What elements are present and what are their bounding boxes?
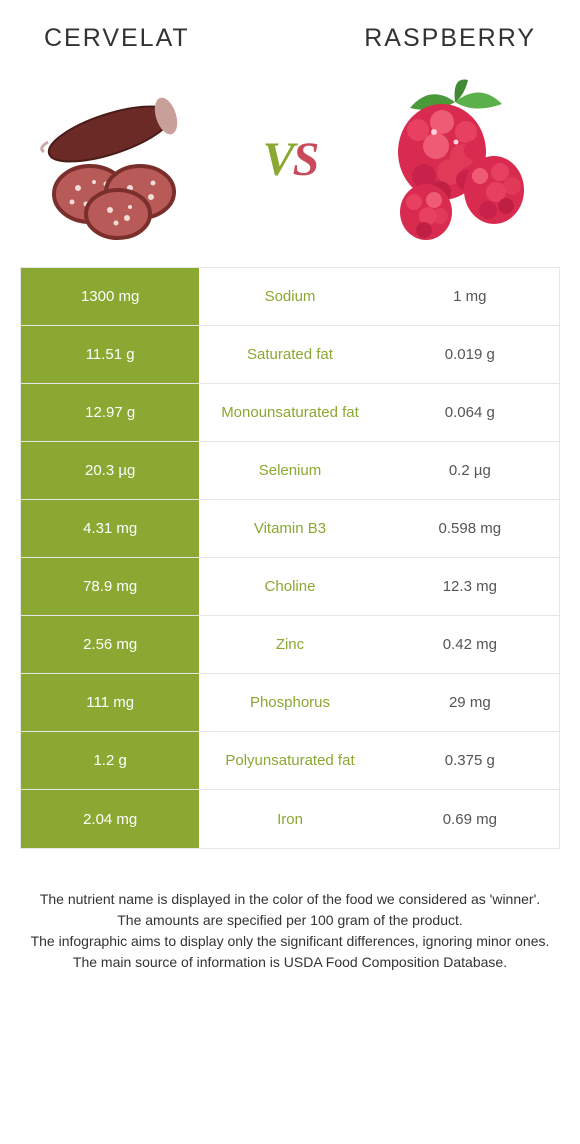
footnote-line: The infographic aims to display only the… (30, 931, 550, 952)
left-value: 4.31 mg (21, 500, 200, 557)
raspberry-image (370, 74, 540, 244)
table-row: 111 mgPhosphorus29 mg (21, 674, 559, 732)
left-value: 11.51 g (21, 326, 200, 383)
left-value: 2.04 mg (21, 790, 200, 848)
right-value: 1 mg (380, 268, 559, 325)
footnotes: The nutrient name is displayed in the co… (30, 889, 550, 973)
table-row: 2.04 mgIron0.69 mg (21, 790, 559, 848)
header: CERVELAT RASPBERRY (0, 0, 580, 63)
left-value: 78.9 mg (21, 558, 200, 615)
right-value: 0.598 mg (380, 500, 559, 557)
right-food-title: RASPBERRY (364, 24, 536, 53)
vs-v: V (263, 133, 293, 186)
cervelat-image (40, 74, 210, 244)
images-row: VS (0, 63, 580, 267)
table-row: 1300 mgSodium1 mg (21, 268, 559, 326)
table-row: 1.2 gPolyunsaturated fat0.375 g (21, 732, 559, 790)
table-row: 78.9 mgCholine12.3 mg (21, 558, 559, 616)
left-value: 1.2 g (21, 732, 200, 789)
right-value: 0.019 g (380, 326, 559, 383)
nutrient-label: Saturated fat (200, 326, 379, 383)
footnote-line: The amounts are specified per 100 gram o… (30, 910, 550, 931)
table-row: 20.3 µgSelenium0.2 µg (21, 442, 559, 500)
right-value: 29 mg (380, 674, 559, 731)
right-value: 0.375 g (380, 732, 559, 789)
left-value: 111 mg (21, 674, 200, 731)
nutrient-label: Polyunsaturated fat (200, 732, 379, 789)
table-row: 12.97 gMonounsaturated fat0.064 g (21, 384, 559, 442)
raspberry-icon (370, 74, 540, 244)
left-value: 2.56 mg (21, 616, 200, 673)
left-value: 1300 mg (21, 268, 200, 325)
nutrient-label: Phosphorus (200, 674, 379, 731)
nutrient-label: Choline (200, 558, 379, 615)
right-value: 0.2 µg (380, 442, 559, 499)
vs-badge: VS (263, 132, 318, 187)
nutrient-label: Vitamin B3 (200, 500, 379, 557)
left-value: 20.3 µg (21, 442, 200, 499)
left-value: 12.97 g (21, 384, 200, 441)
nutrient-label: Monounsaturated fat (200, 384, 379, 441)
table-row: 4.31 mgVitamin B30.598 mg (21, 500, 559, 558)
right-value: 0.42 mg (380, 616, 559, 673)
nutrient-label: Selenium (200, 442, 379, 499)
right-value: 0.064 g (380, 384, 559, 441)
right-value: 0.69 mg (380, 790, 559, 848)
vs-s: S (293, 133, 318, 186)
nutrient-label: Sodium (200, 268, 379, 325)
nutrient-label: Iron (200, 790, 379, 848)
table-row: 11.51 gSaturated fat0.019 g (21, 326, 559, 384)
left-food-title: CERVELAT (44, 24, 190, 53)
right-value: 12.3 mg (380, 558, 559, 615)
comparison-table: 1300 mgSodium1 mg11.51 gSaturated fat0.0… (20, 267, 560, 849)
salami-icon (40, 74, 210, 244)
footnote-line: The nutrient name is displayed in the co… (30, 889, 550, 910)
table-row: 2.56 mgZinc0.42 mg (21, 616, 559, 674)
footnote-line: The main source of information is USDA F… (30, 952, 550, 973)
nutrient-label: Zinc (200, 616, 379, 673)
